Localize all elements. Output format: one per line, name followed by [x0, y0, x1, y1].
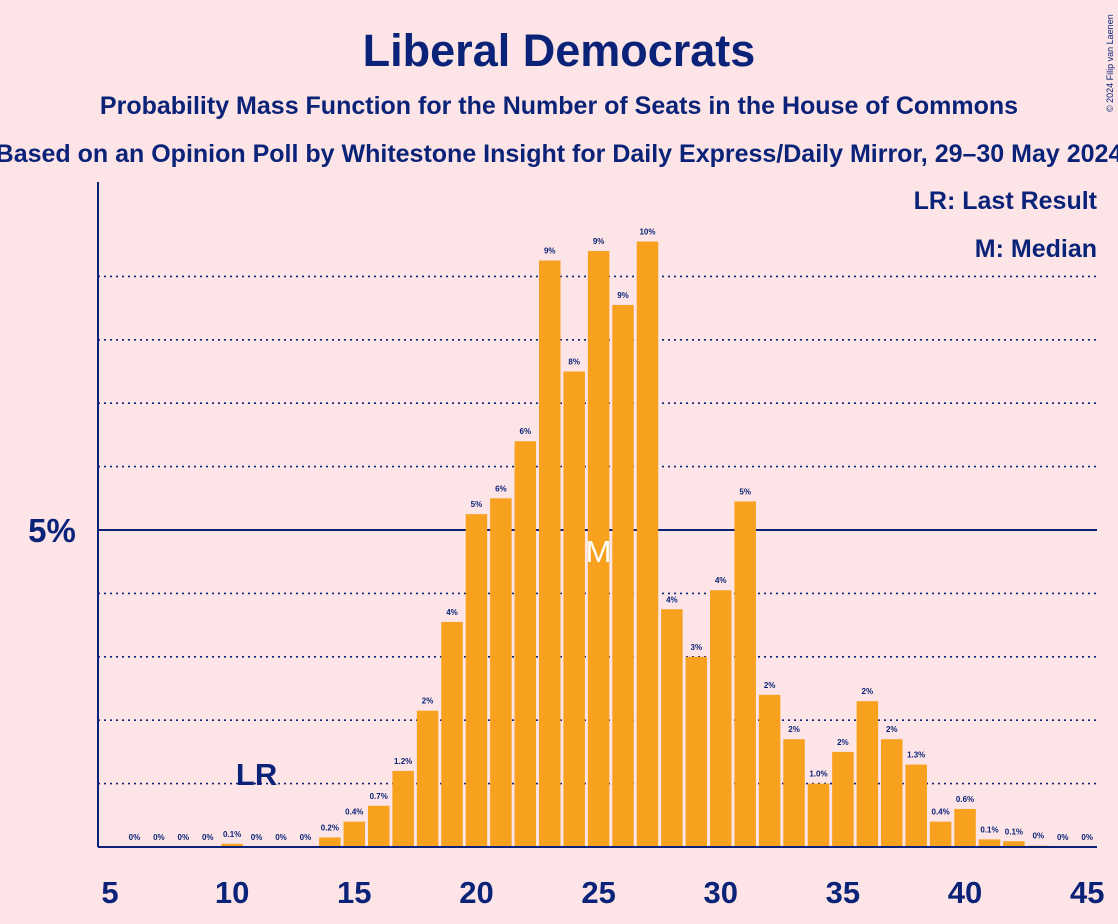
bar — [587, 251, 610, 848]
bar-label: 9% — [593, 237, 605, 246]
bar — [710, 590, 732, 847]
bar-label: 3% — [691, 643, 703, 652]
bar — [319, 837, 341, 847]
bar-label: 0% — [1057, 833, 1069, 842]
bar-label: 2% — [764, 681, 776, 690]
bar-label: 4% — [446, 608, 458, 617]
bar — [612, 304, 634, 847]
bar-label: 0.4% — [345, 808, 363, 817]
bar-label: 10% — [639, 228, 655, 237]
bar-label: 0% — [153, 833, 165, 842]
bar-label: 1.2% — [394, 757, 412, 766]
bar — [367, 805, 390, 847]
bar-label: 5% — [471, 500, 483, 509]
bars — [221, 241, 1050, 848]
bar-label: 0% — [129, 833, 141, 842]
bar-label: 2% — [837, 738, 849, 747]
bar-label: 0% — [1033, 832, 1045, 841]
bar-label: 0% — [275, 833, 287, 842]
bar-label: 0% — [300, 833, 312, 842]
x-tick-label: 25 — [581, 875, 615, 910]
bar-label: 4% — [666, 595, 678, 604]
bar-label: 0% — [202, 833, 214, 842]
bar — [465, 514, 488, 847]
bar-label: 6% — [495, 484, 507, 493]
bar-label: 4% — [715, 576, 727, 585]
x-tick-label: 15 — [337, 875, 371, 910]
bar-label: 5% — [739, 487, 751, 496]
x-tick-label: 45 — [1070, 875, 1104, 910]
bar-label: 2% — [862, 687, 874, 696]
bar-label: 8% — [568, 358, 580, 367]
bar-label: 9% — [544, 247, 556, 256]
last-result-marker: LR — [236, 757, 277, 792]
bar-label: 2% — [788, 725, 800, 734]
x-tick-labels: 5 10 15 20 25 30 35 40 45 — [101, 875, 1104, 910]
x-tick-label: 5 — [101, 875, 118, 910]
x-tick-label: 40 — [948, 875, 982, 910]
x-tick-label: 10 — [215, 875, 249, 910]
bar — [905, 764, 927, 847]
bar-label: 0.4% — [932, 808, 950, 817]
chart-subtitle-source: Based on an Opinion Poll by Whitestone I… — [0, 140, 1118, 168]
bar — [978, 839, 1001, 847]
bar — [685, 656, 708, 847]
bar-label: 2% — [886, 725, 898, 734]
bar — [856, 701, 879, 847]
data-labels: 0% 0% 0% 0% 0.1% 0% 0% 0% 0.2% 0.4% 0.7% 1.2% 2% 4% 5%… — [129, 228, 1093, 842]
bar-label: 1.0% — [809, 770, 827, 779]
bar-label: 0% — [1081, 833, 1093, 842]
chart-subtitle: Probability Mass Function for the Number… — [100, 92, 1018, 120]
bar — [221, 843, 243, 847]
chart-title: Liberal Democrats — [363, 25, 756, 76]
legend-median: M: Median — [975, 235, 1097, 263]
bar — [807, 783, 830, 847]
bar — [636, 241, 659, 847]
y-tick-label: 5% — [28, 512, 76, 549]
bar — [783, 739, 805, 847]
bar — [416, 710, 439, 847]
bar — [490, 498, 512, 847]
bar — [563, 371, 585, 847]
bar — [954, 808, 976, 847]
bar — [392, 770, 414, 847]
bar — [832, 751, 854, 847]
bar-label: 2% — [422, 697, 434, 706]
bar — [929, 821, 952, 847]
bar — [514, 441, 537, 847]
bar-label: 0.7% — [370, 792, 388, 801]
x-tick-label: 30 — [704, 875, 738, 910]
bar-label: 6% — [520, 427, 532, 436]
bar-label: 1.3% — [907, 751, 925, 760]
bar — [661, 609, 683, 847]
x-tick-label: 35 — [826, 875, 860, 910]
axes: 5% — [28, 182, 1097, 848]
bar — [1003, 841, 1025, 847]
bar-label: 0.1% — [980, 825, 998, 834]
bar-label: 0.6% — [956, 795, 974, 804]
x-tick-label: 20 — [459, 875, 493, 910]
median-marker: M — [586, 534, 612, 569]
bar — [343, 821, 366, 847]
bar — [881, 739, 903, 847]
bar-label: 9% — [617, 291, 629, 300]
bar-label: 0% — [178, 833, 190, 842]
bar — [538, 260, 561, 847]
bar — [441, 621, 463, 847]
bar — [758, 694, 781, 847]
bar-label: 0.1% — [1005, 827, 1023, 836]
bar-label: 0% — [251, 833, 263, 842]
bar-label: 0.2% — [321, 823, 339, 832]
bar-label: 0.1% — [223, 830, 241, 839]
bar — [734, 501, 756, 847]
copyright-text: © 2024 Filip van Laenen — [1105, 14, 1115, 112]
legend-last-result: LR: Last Result — [914, 187, 1098, 215]
